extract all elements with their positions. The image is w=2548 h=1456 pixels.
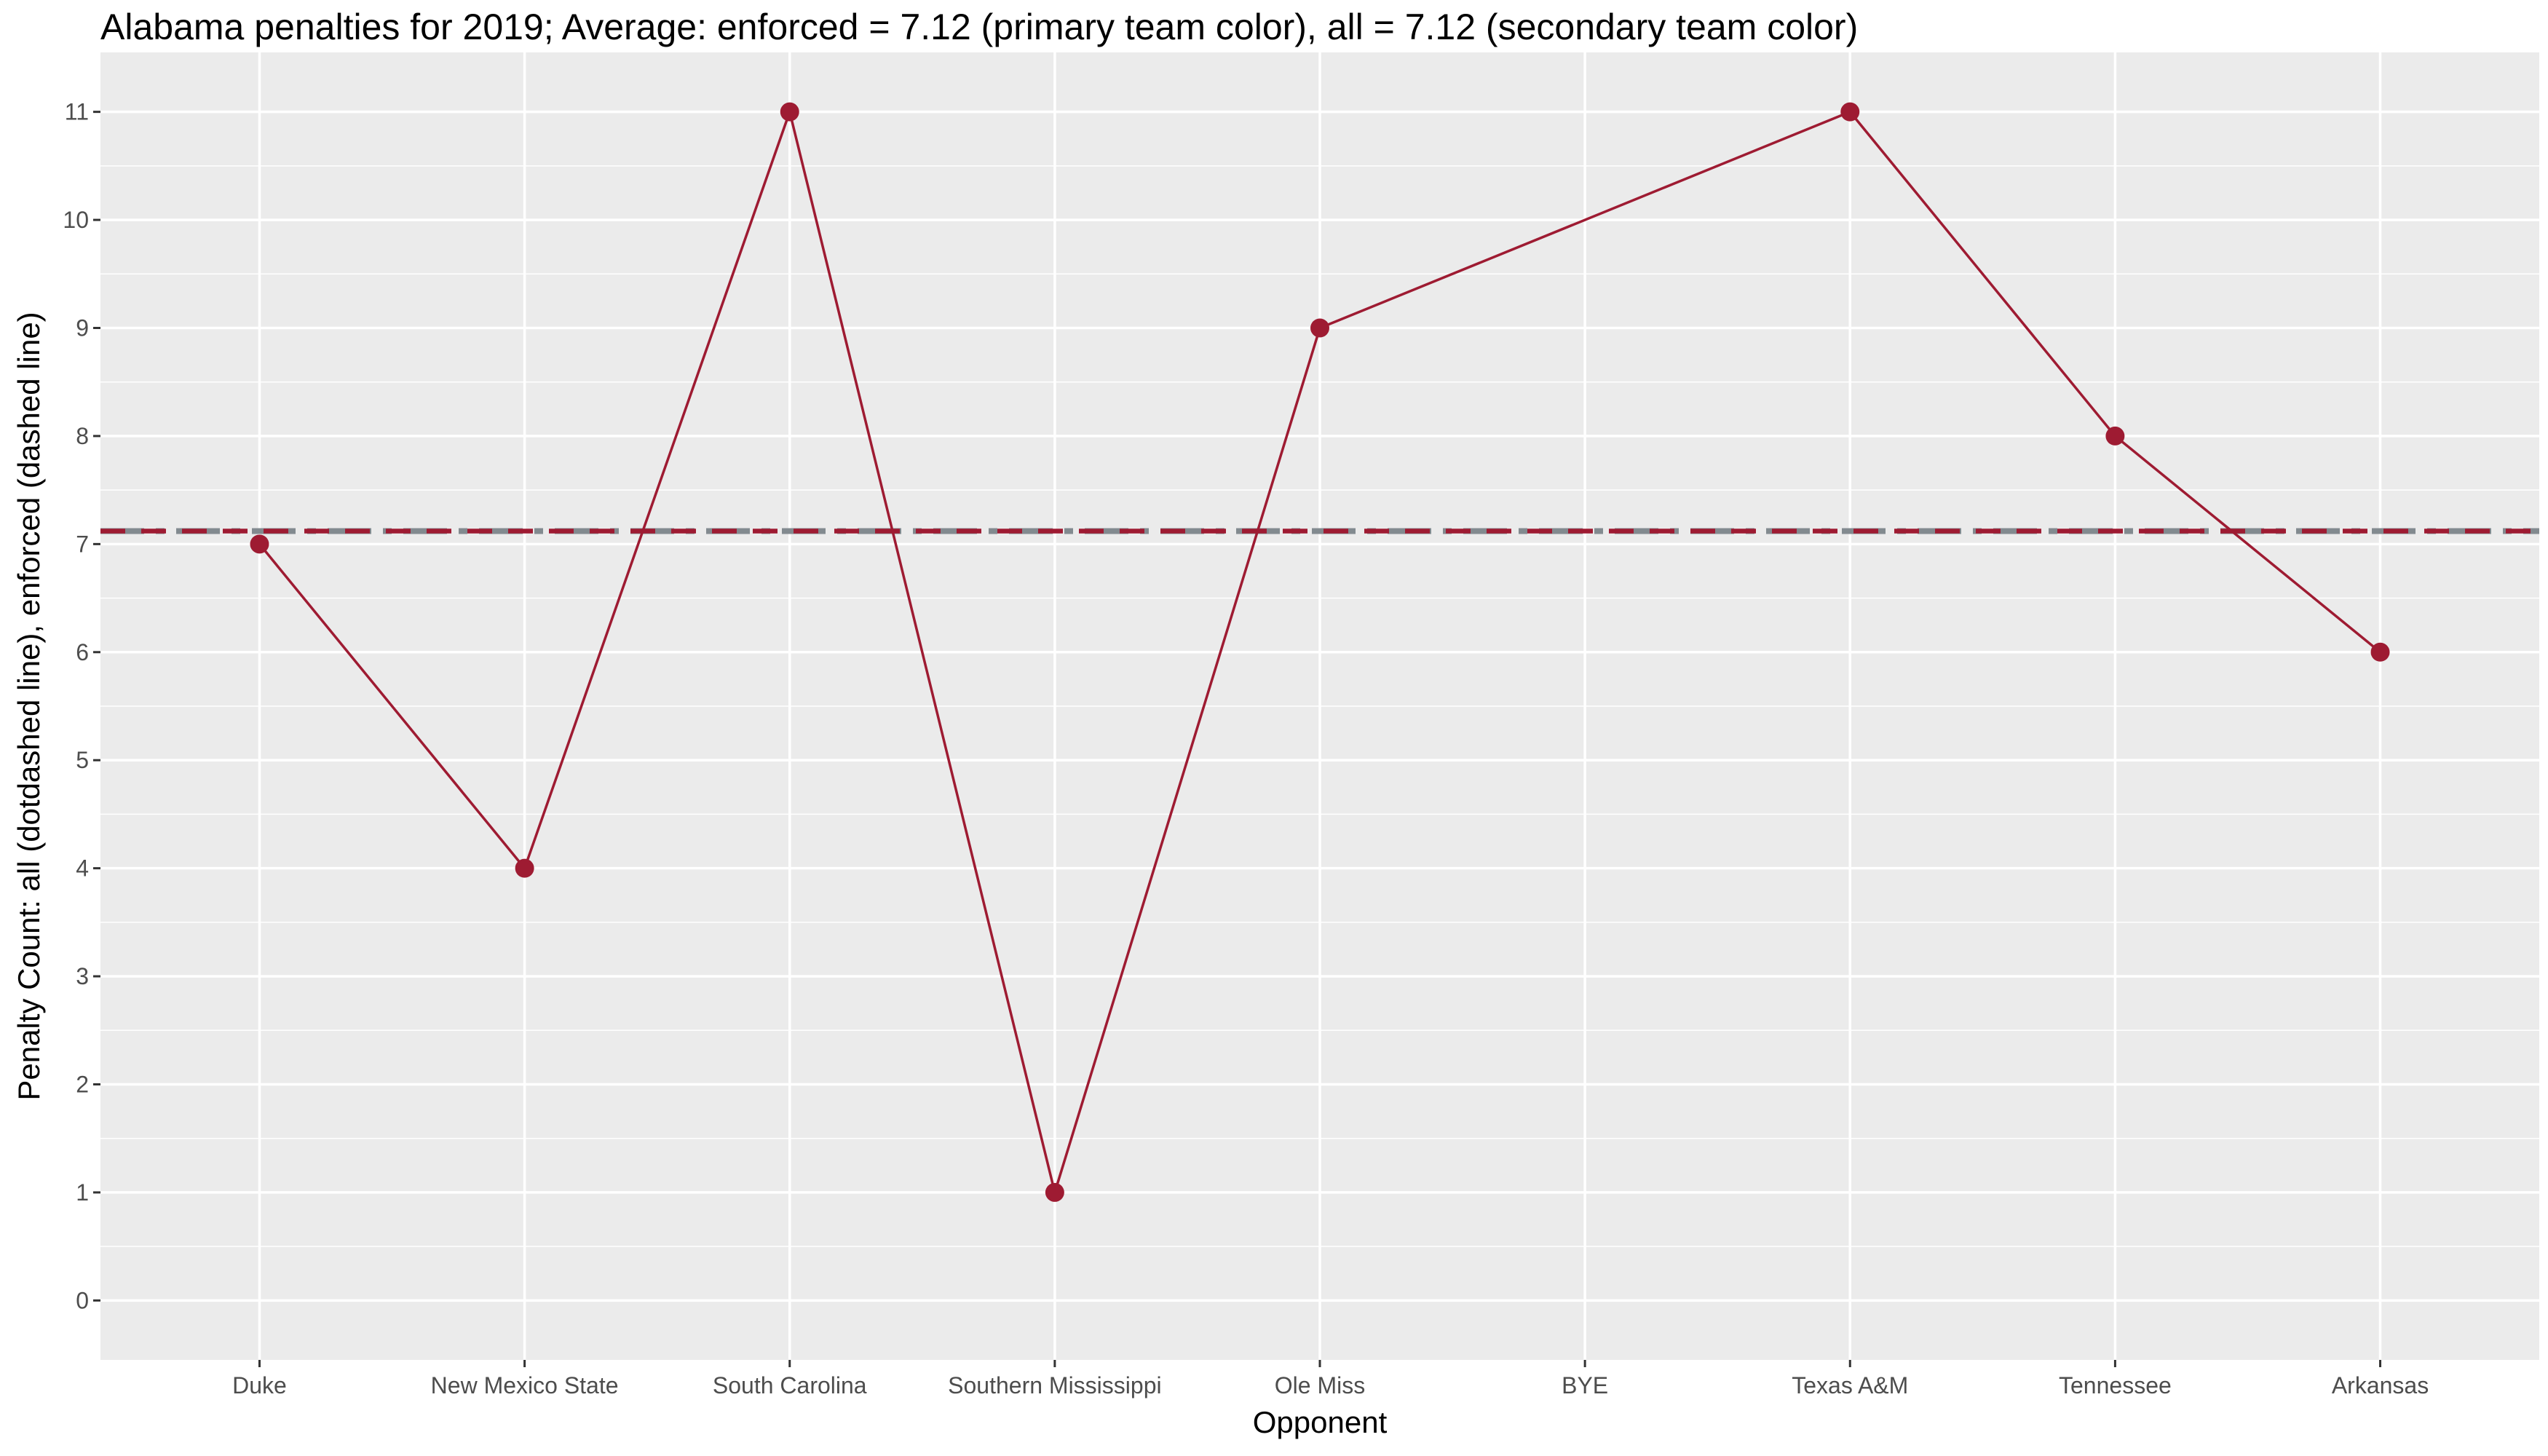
data-point bbox=[1045, 1182, 1064, 1202]
y-tick-label: 10 bbox=[63, 207, 89, 233]
data-point bbox=[2105, 426, 2125, 446]
y-tick-label: 5 bbox=[76, 747, 89, 773]
x-tick-label: Arkansas bbox=[2332, 1372, 2429, 1398]
x-tick-label: Texas A&M bbox=[1792, 1372, 1908, 1398]
x-tick-label: Tennessee bbox=[2059, 1372, 2172, 1398]
y-tick-label: 2 bbox=[76, 1072, 89, 1098]
x-axis-title: Opponent bbox=[1253, 1405, 1388, 1439]
y-tick-label: 0 bbox=[76, 1287, 89, 1313]
y-axis: 0 1 2 3 4 5 6 7 8 9 10 11 bbox=[63, 99, 100, 1313]
gridlines bbox=[100, 52, 2539, 1360]
x-tick-label: New Mexico State bbox=[431, 1372, 619, 1398]
data-point bbox=[1840, 102, 1860, 122]
y-tick-label: 1 bbox=[76, 1179, 89, 1206]
x-tick-label: Duke bbox=[232, 1372, 287, 1398]
x-tick-label: Southern Mississippi bbox=[948, 1372, 1161, 1398]
series bbox=[258, 110, 2381, 1194]
series-line-enforced bbox=[258, 110, 2381, 1194]
y-tick-label: 11 bbox=[65, 99, 89, 125]
y-tick-label: 3 bbox=[76, 963, 89, 989]
x-axis: Duke New Mexico State South Carolina Southe… bbox=[232, 1360, 2429, 1398]
data-point bbox=[250, 534, 269, 554]
x-tick-label: Ole Miss bbox=[1275, 1372, 1365, 1398]
data-point bbox=[780, 102, 799, 122]
data-point bbox=[1310, 318, 1329, 338]
y-tick-label: 7 bbox=[76, 531, 89, 557]
y-tick-label: 9 bbox=[76, 314, 89, 341]
data-points bbox=[250, 102, 2390, 1202]
y-tick-label: 4 bbox=[76, 855, 89, 882]
x-tick-label: South Carolina bbox=[713, 1372, 867, 1398]
y-axis-title: Penalty Count: all (dotdashed line), enf… bbox=[12, 312, 46, 1100]
data-point bbox=[2370, 642, 2390, 662]
data-point bbox=[515, 858, 534, 878]
y-tick-label: 8 bbox=[76, 423, 89, 449]
chart-title: Alabama penalties for 2019; Average: enf… bbox=[100, 7, 1859, 47]
y-tick-label: 6 bbox=[76, 639, 89, 665]
x-tick-label: BYE bbox=[1562, 1372, 1608, 1398]
